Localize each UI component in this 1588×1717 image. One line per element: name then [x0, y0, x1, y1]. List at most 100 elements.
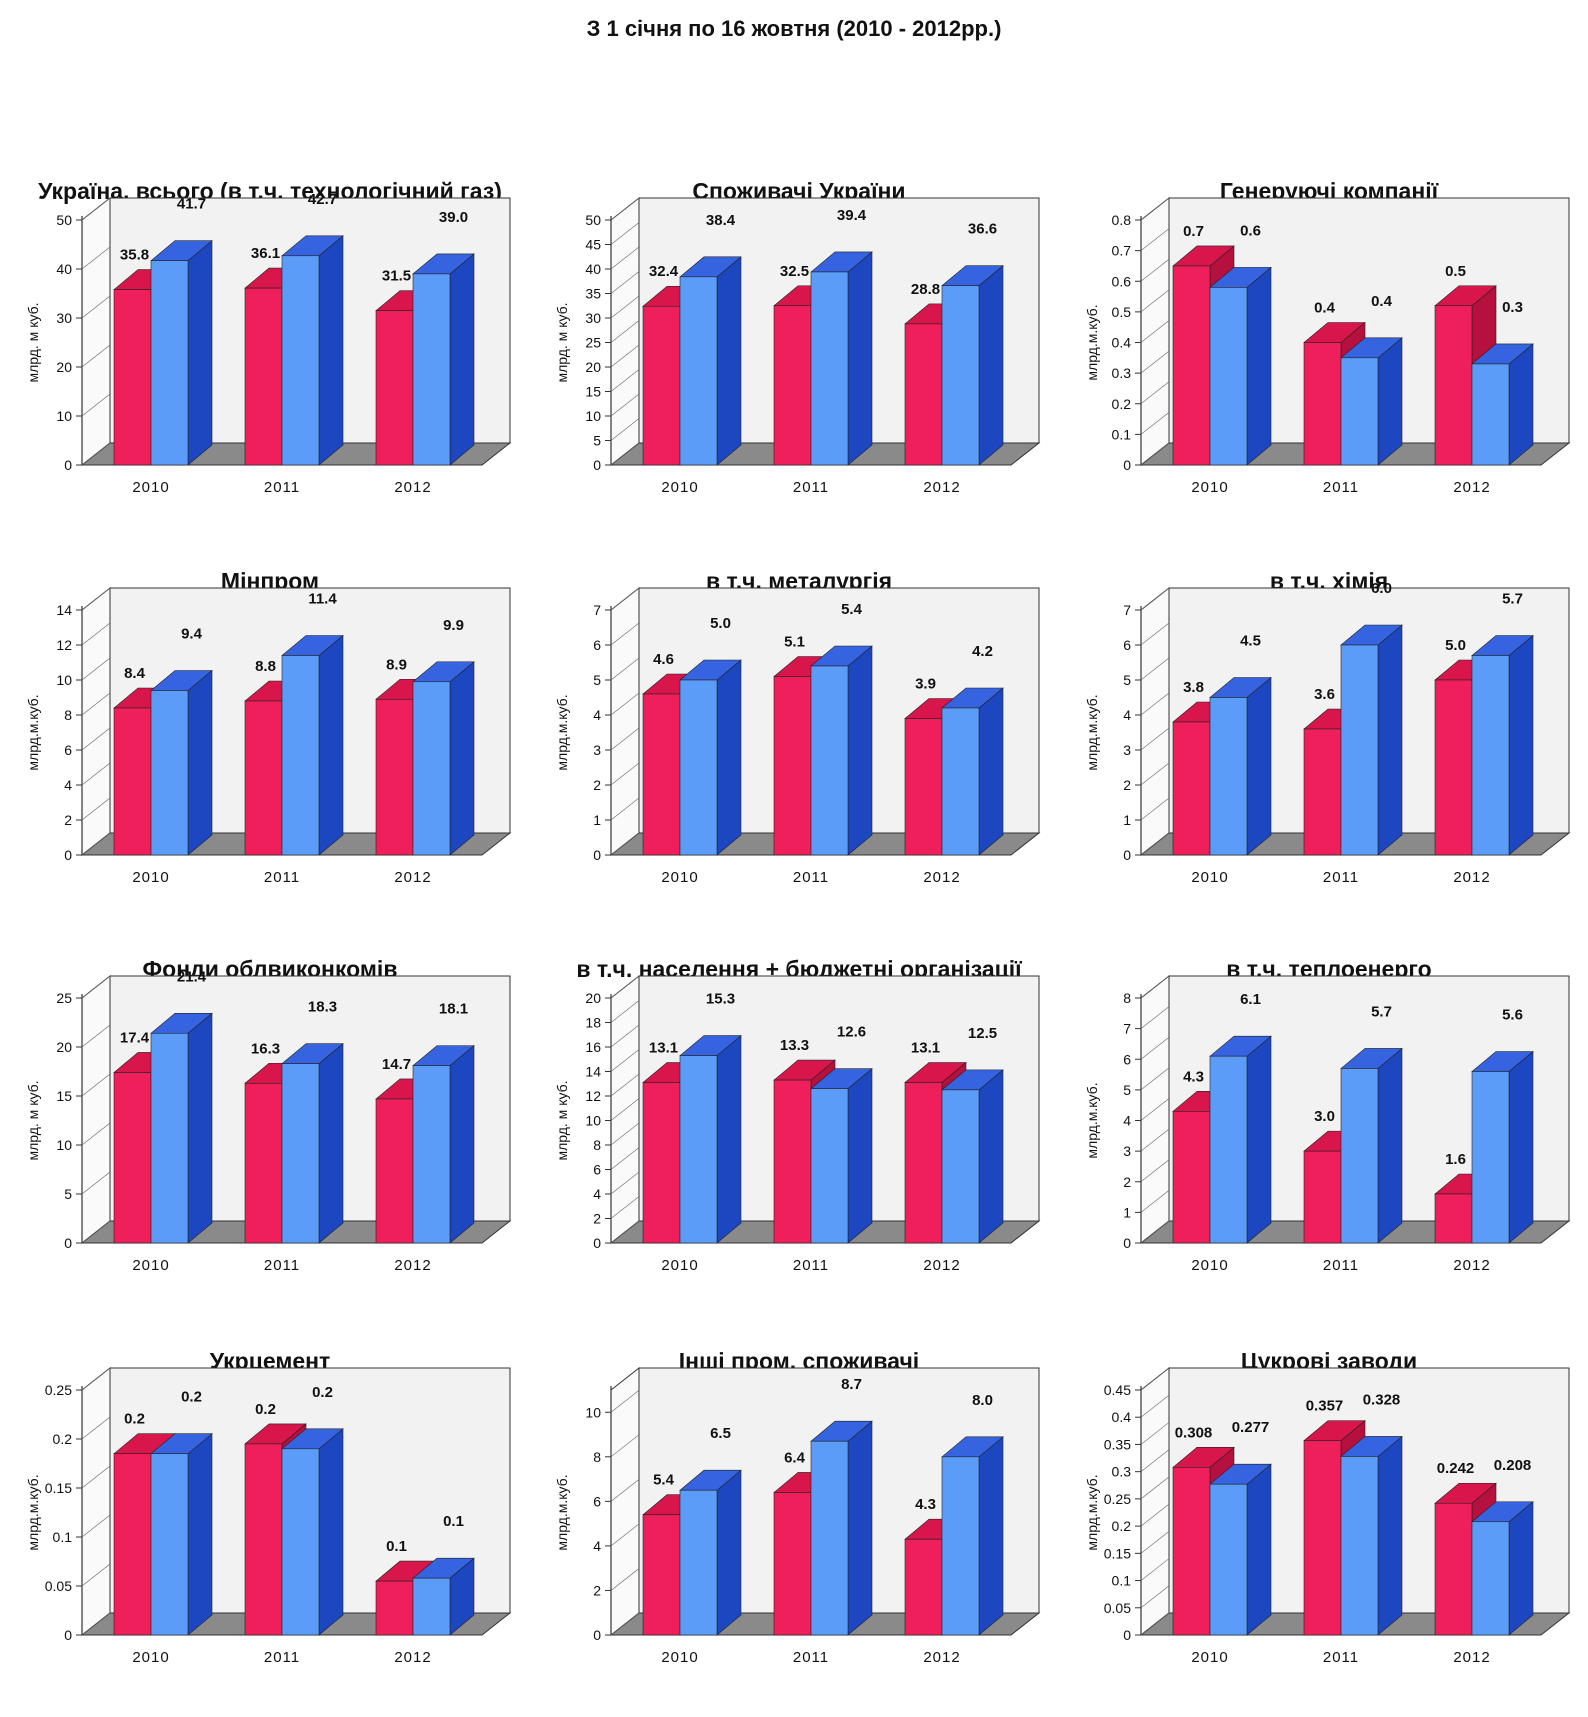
x-tick-label: 2012 — [923, 1649, 960, 1666]
bar — [679, 659, 742, 856]
grid-line — [1140, 975, 1170, 999]
grid-line — [610, 320, 640, 343]
bar — [1471, 634, 1534, 856]
data-label: 5.6 — [1502, 1007, 1523, 1024]
y-tick-label: 0.2 — [53, 1431, 73, 1447]
bar — [1209, 676, 1272, 856]
chart-svg: 0 5 10 15 20 25 30 35 40 45 50 млрд. м куб. 32.4 38.4… — [554, 196, 1041, 496]
grid-line — [81, 344, 111, 368]
y-tick-label: 5 — [593, 433, 601, 449]
data-label: 0.242 — [1437, 1460, 1475, 1477]
y-tick-label: 14 — [56, 602, 72, 618]
grid-line — [1140, 442, 1170, 466]
y-axis-label: млрд.м.куб. — [554, 1474, 570, 1550]
data-label: 0.2 — [124, 1411, 145, 1428]
y-tick-label: 18 — [585, 1015, 601, 1031]
y-tick-label: 0.2 — [1112, 396, 1132, 412]
y-tick-label: 1 — [1123, 812, 1131, 828]
bar — [1209, 266, 1272, 466]
side-wall — [1140, 586, 1170, 857]
data-label: 0.6 — [1240, 222, 1261, 239]
y-tick-label: 30 — [56, 310, 72, 326]
grid-line — [610, 1122, 640, 1146]
y-tick-label: 20 — [585, 359, 601, 375]
y-tick-label: 14 — [585, 1064, 601, 1080]
y-tick-label: 16 — [585, 1039, 601, 1055]
data-label: 6.0 — [1371, 580, 1392, 597]
data-label: 39.4 — [837, 207, 867, 224]
x-tick-label: 2010 — [132, 869, 169, 886]
data-label: 5.1 — [784, 634, 805, 651]
y-tick-label: 6 — [593, 1493, 601, 1509]
data-label: 21.4 — [177, 968, 207, 985]
x-tick-label: 2011 — [264, 1257, 300, 1274]
side-wall — [610, 586, 640, 857]
grid-line — [610, 727, 640, 751]
y-tick-label: 8 — [593, 1449, 601, 1465]
data-label: 3.8 — [1183, 679, 1204, 696]
data-label: 6.5 — [710, 1425, 731, 1442]
data-label: 3.0 — [1314, 1108, 1335, 1125]
data-label: 32.5 — [780, 263, 809, 280]
data-label: 17.4 — [120, 1029, 150, 1046]
y-tick-label: 5 — [1123, 672, 1131, 688]
grid-line — [1140, 797, 1170, 821]
grid-line — [1140, 1449, 1170, 1472]
bar — [412, 661, 475, 856]
grid-line — [1140, 622, 1170, 646]
grid-line — [81, 1073, 111, 1097]
y-tick-label: 50 — [56, 212, 72, 228]
chart-svg: 0 2 4 6 8 10 12 14 16 18 20 млрд. м куб. 13.1 15.3 201… — [554, 974, 1041, 1274]
bar — [281, 1428, 344, 1636]
grid-line — [81, 1563, 111, 1587]
grid-line — [610, 1479, 640, 1502]
data-label: 9.4 — [181, 626, 203, 643]
y-tick-label: 0.05 — [45, 1578, 72, 1594]
grid-line — [610, 762, 640, 786]
data-label: 3.9 — [915, 676, 936, 693]
grid-line — [1140, 289, 1170, 313]
grid-line — [81, 1220, 111, 1244]
y-axis-label: млрд.м.куб. — [25, 1474, 41, 1550]
y-axis-label: млрд.м.куб. — [25, 694, 41, 770]
y-tick-label: 1 — [593, 812, 601, 828]
chart-panel: Україна, всього (в т.ч. технологічний га… — [0, 170, 529, 530]
bar — [810, 1068, 873, 1244]
y-tick-label: 4 — [1123, 1113, 1131, 1129]
grid-line — [610, 1220, 640, 1244]
grid-line — [1140, 350, 1170, 374]
side-wall — [81, 974, 111, 1245]
y-tick-label: 12 — [56, 637, 72, 653]
x-tick-label: 2010 — [1191, 479, 1228, 496]
y-tick-label: 6 — [1123, 637, 1131, 653]
y-tick-label: 20 — [56, 1039, 72, 1055]
x-tick-label: 2011 — [1323, 1257, 1359, 1274]
grid-line — [1140, 381, 1170, 404]
grid-line — [610, 832, 640, 856]
chart-panel: Споживачі України 0 5 10 15 20 25 30 35 40 45 50 млр… — [529, 170, 1058, 530]
y-tick-label: 0.05 — [1104, 1600, 1131, 1616]
x-tick-label: 2010 — [1191, 1649, 1228, 1666]
bar — [679, 256, 742, 466]
grid-line — [610, 369, 640, 392]
x-tick-label: 2011 — [264, 479, 300, 496]
bar — [1209, 1035, 1272, 1244]
bar — [810, 645, 873, 856]
grid-line — [81, 975, 111, 999]
bar — [1340, 1435, 1403, 1636]
x-tick-label: 2012 — [394, 869, 431, 886]
chart-panel: Укрцемент 0 0.05 0.1 0.15 0.2 0.25 млрд.м.куб. 0… — [0, 1340, 529, 1700]
grid-line — [81, 797, 111, 821]
grid-line — [610, 271, 640, 294]
chart-svg: 0 0.05 0.1 0.15 0.2 0.25 млрд.м.куб. 0.2 0.2 2010… — [25, 1366, 512, 1666]
x-tick-label: 2012 — [394, 1257, 431, 1274]
y-tick-label: 4 — [64, 777, 72, 793]
data-label: 6.4 — [784, 1449, 806, 1466]
y-tick-label: 0.4 — [1112, 335, 1132, 351]
grid-line — [81, 657, 111, 681]
y-tick-label: 0.25 — [45, 1382, 72, 1398]
grid-line — [610, 442, 640, 466]
y-tick-label: 40 — [56, 261, 72, 277]
y-tick-label: 6 — [593, 637, 601, 653]
y-tick-label: 10 — [585, 1113, 601, 1129]
